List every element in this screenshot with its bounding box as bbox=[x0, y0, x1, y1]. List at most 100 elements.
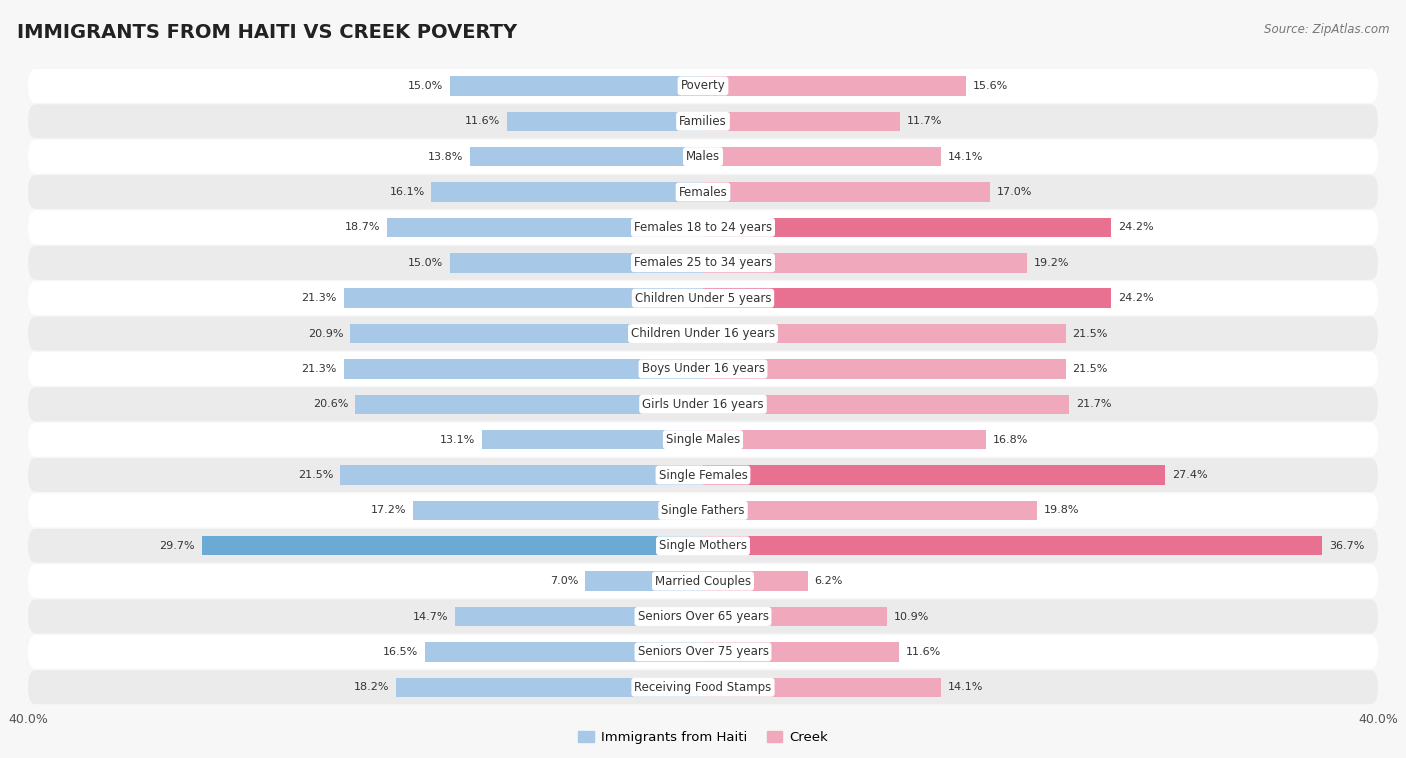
Bar bbox=[703, 465, 1166, 485]
Bar bbox=[703, 642, 898, 662]
Bar bbox=[703, 147, 941, 167]
Text: 10.9%: 10.9% bbox=[894, 612, 929, 622]
Text: Families: Families bbox=[679, 114, 727, 128]
Bar bbox=[703, 111, 900, 131]
Bar bbox=[703, 218, 1111, 237]
Text: 19.2%: 19.2% bbox=[1033, 258, 1069, 268]
Text: 20.6%: 20.6% bbox=[314, 399, 349, 409]
Text: 15.0%: 15.0% bbox=[408, 258, 443, 268]
Text: 18.7%: 18.7% bbox=[346, 222, 381, 233]
Text: 21.3%: 21.3% bbox=[301, 293, 337, 303]
FancyBboxPatch shape bbox=[28, 423, 1378, 456]
FancyBboxPatch shape bbox=[28, 387, 1378, 421]
Text: 21.5%: 21.5% bbox=[1073, 364, 1108, 374]
FancyBboxPatch shape bbox=[28, 211, 1378, 244]
Text: 11.6%: 11.6% bbox=[465, 116, 501, 127]
Bar bbox=[703, 501, 1038, 520]
Text: Married Couples: Married Couples bbox=[655, 575, 751, 587]
Bar bbox=[703, 183, 990, 202]
FancyBboxPatch shape bbox=[28, 105, 1378, 138]
Text: 27.4%: 27.4% bbox=[1173, 470, 1208, 480]
Text: 17.2%: 17.2% bbox=[371, 506, 406, 515]
Text: 24.2%: 24.2% bbox=[1118, 293, 1154, 303]
Text: Males: Males bbox=[686, 150, 720, 163]
Text: 21.5%: 21.5% bbox=[298, 470, 333, 480]
Text: 20.9%: 20.9% bbox=[308, 328, 343, 339]
Bar bbox=[703, 394, 1069, 414]
FancyBboxPatch shape bbox=[28, 493, 1378, 528]
Text: Boys Under 16 years: Boys Under 16 years bbox=[641, 362, 765, 375]
Text: 11.7%: 11.7% bbox=[907, 116, 942, 127]
Text: 6.2%: 6.2% bbox=[814, 576, 842, 586]
Text: 36.7%: 36.7% bbox=[1329, 540, 1364, 551]
Text: 17.0%: 17.0% bbox=[997, 187, 1032, 197]
Bar bbox=[456, 607, 703, 626]
FancyBboxPatch shape bbox=[28, 458, 1378, 492]
FancyBboxPatch shape bbox=[28, 529, 1378, 562]
Text: Single Mothers: Single Mothers bbox=[659, 539, 747, 553]
Text: 14.1%: 14.1% bbox=[948, 682, 983, 692]
Text: 29.7%: 29.7% bbox=[159, 540, 195, 551]
Text: Single Fathers: Single Fathers bbox=[661, 504, 745, 517]
Bar bbox=[703, 359, 1066, 379]
Bar bbox=[703, 288, 1111, 308]
Text: Girls Under 16 years: Girls Under 16 years bbox=[643, 398, 763, 411]
Bar bbox=[470, 147, 703, 167]
Bar bbox=[350, 324, 703, 343]
Bar bbox=[703, 607, 887, 626]
Text: Source: ZipAtlas.com: Source: ZipAtlas.com bbox=[1264, 23, 1389, 36]
Text: Single Females: Single Females bbox=[658, 468, 748, 481]
Text: 14.1%: 14.1% bbox=[948, 152, 983, 161]
Legend: Immigrants from Haiti, Creek: Immigrants from Haiti, Creek bbox=[572, 725, 834, 749]
FancyBboxPatch shape bbox=[28, 317, 1378, 350]
Text: 13.8%: 13.8% bbox=[427, 152, 464, 161]
FancyBboxPatch shape bbox=[28, 352, 1378, 386]
Text: 16.5%: 16.5% bbox=[382, 647, 418, 657]
Bar bbox=[343, 288, 703, 308]
Bar bbox=[585, 572, 703, 591]
Bar bbox=[703, 324, 1066, 343]
Bar bbox=[425, 642, 703, 662]
Text: 11.6%: 11.6% bbox=[905, 647, 941, 657]
Bar bbox=[413, 501, 703, 520]
Bar bbox=[450, 253, 703, 273]
FancyBboxPatch shape bbox=[28, 139, 1378, 174]
Bar bbox=[703, 678, 941, 697]
Text: Seniors Over 75 years: Seniors Over 75 years bbox=[637, 645, 769, 659]
Bar bbox=[703, 430, 987, 449]
FancyBboxPatch shape bbox=[28, 69, 1378, 103]
Text: Children Under 16 years: Children Under 16 years bbox=[631, 327, 775, 340]
Text: 18.2%: 18.2% bbox=[354, 682, 389, 692]
Text: 7.0%: 7.0% bbox=[550, 576, 578, 586]
FancyBboxPatch shape bbox=[28, 564, 1378, 598]
Bar bbox=[703, 572, 807, 591]
Bar bbox=[202, 536, 703, 556]
Bar bbox=[703, 536, 1322, 556]
Text: 13.1%: 13.1% bbox=[440, 434, 475, 445]
Text: 15.0%: 15.0% bbox=[408, 81, 443, 91]
Bar bbox=[396, 678, 703, 697]
Text: Single Males: Single Males bbox=[666, 433, 740, 446]
Text: 21.5%: 21.5% bbox=[1073, 328, 1108, 339]
Bar bbox=[356, 394, 703, 414]
FancyBboxPatch shape bbox=[28, 635, 1378, 669]
Bar bbox=[343, 359, 703, 379]
Bar bbox=[703, 77, 966, 96]
Text: 21.3%: 21.3% bbox=[301, 364, 337, 374]
Text: 24.2%: 24.2% bbox=[1118, 222, 1154, 233]
Bar bbox=[340, 465, 703, 485]
Text: Females: Females bbox=[679, 186, 727, 199]
FancyBboxPatch shape bbox=[28, 246, 1378, 280]
Text: Poverty: Poverty bbox=[681, 80, 725, 92]
FancyBboxPatch shape bbox=[28, 281, 1378, 315]
Text: Receiving Food Stamps: Receiving Food Stamps bbox=[634, 681, 772, 694]
Bar bbox=[388, 218, 703, 237]
FancyBboxPatch shape bbox=[28, 175, 1378, 209]
Text: IMMIGRANTS FROM HAITI VS CREEK POVERTY: IMMIGRANTS FROM HAITI VS CREEK POVERTY bbox=[17, 23, 517, 42]
Text: Children Under 5 years: Children Under 5 years bbox=[634, 292, 772, 305]
Text: Females 25 to 34 years: Females 25 to 34 years bbox=[634, 256, 772, 269]
Text: 16.1%: 16.1% bbox=[389, 187, 425, 197]
Text: 16.8%: 16.8% bbox=[993, 434, 1029, 445]
Text: 19.8%: 19.8% bbox=[1043, 506, 1080, 515]
Text: 15.6%: 15.6% bbox=[973, 81, 1008, 91]
